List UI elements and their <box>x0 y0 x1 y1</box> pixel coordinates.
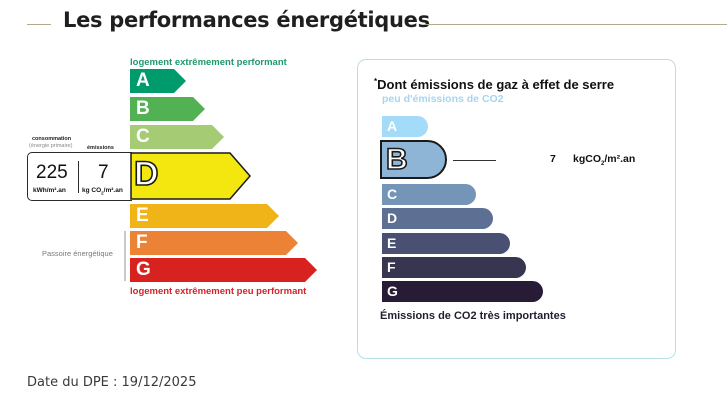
dpe-top-label: logement extrêmement performant <box>130 57 287 68</box>
ges-class-d: D <box>382 208 493 229</box>
ges-class-a: A <box>382 116 428 137</box>
emissions-unit-prefix: kg CO <box>82 187 102 194</box>
emissions-value: 7 <box>98 162 109 183</box>
ges-class-letter: A <box>387 118 398 134</box>
ges-unit-suffix: /m².an <box>604 153 636 165</box>
ges-class-e: E <box>382 233 510 254</box>
dpe-class-a: A <box>130 69 187 93</box>
dpe-bottom-label: logement extrêmement peu performant <box>130 286 307 297</box>
ges-class-letter: D <box>387 210 398 226</box>
dpe-class-f: F <box>130 231 299 255</box>
ges-class-letter: C <box>387 186 398 202</box>
dpe-class-b: B <box>130 97 206 121</box>
emissions-unit-sub: 2 <box>101 190 104 196</box>
ges-value-connector <box>453 160 496 161</box>
ges-panel: *Dont émissions de gaz à effet de serre … <box>357 59 676 359</box>
section-header: Les performances énergétiques <box>0 0 727 46</box>
ges-class-c: C <box>382 184 476 205</box>
consumption-unit: kWh/m².an <box>33 187 66 194</box>
ges-unit-prefix: kgCO <box>573 153 602 165</box>
ges-title-asterisk: * <box>374 77 378 86</box>
dpe-class-letter: F <box>136 232 148 253</box>
ges-class-letter: F <box>387 259 396 275</box>
ges-class-b-active: B <box>380 140 447 179</box>
consumption-header: consommation <box>32 136 72 142</box>
ges-current-class: B <box>385 142 408 177</box>
box-divider <box>78 161 79 193</box>
consumption-value: 225 <box>36 162 68 183</box>
ges-bottom-label: Émissions de CO2 très importantes <box>380 310 566 322</box>
dpe-class-letter: C <box>136 126 150 147</box>
ges-title: *Dont émissions de gaz à effet de serre <box>374 77 614 92</box>
header-divider-left <box>27 24 51 25</box>
passoire-bracket <box>124 231 126 281</box>
dpe-current-class: D <box>133 154 159 194</box>
dpe-class-letter: B <box>136 98 150 119</box>
ges-class-f: F <box>382 257 526 278</box>
ges-class-letter: E <box>387 235 397 251</box>
ges-value: 7 <box>550 153 556 165</box>
consumption-subheader: (énergie primaire) <box>29 143 73 149</box>
ges-unit-sub: 2 <box>601 161 605 168</box>
dpe-class-c: C <box>130 125 225 149</box>
ges-unit: kgCO2/m².an <box>573 153 635 167</box>
ges-top-label: peu d'émissions de CO2 <box>382 93 504 105</box>
dpe-date: Date du DPE : 19/12/2025 <box>27 375 197 390</box>
dpe-class-d-active: D <box>130 152 252 205</box>
ges-title-text: Dont émissions de gaz à effet de serre <box>377 77 615 92</box>
dpe-class-letter: E <box>136 205 149 226</box>
section-title: Les performances énergétiques <box>63 8 430 32</box>
header-divider-right <box>425 24 727 25</box>
passoire-label: Passoire énergétique <box>42 249 113 258</box>
consumption-emissions-box: 225 kWh/m².an 7 kg CO2/m².an <box>27 152 132 201</box>
dpe-class-e: E <box>130 204 280 228</box>
ges-class-g: G <box>382 281 543 302</box>
ges-class-letter: G <box>387 283 398 299</box>
emissions-header: émissions <box>87 145 114 151</box>
emissions-unit: kg CO2/m².an <box>82 187 123 195</box>
dpe-class-g: G <box>130 258 318 282</box>
emissions-unit-suffix: /m².an <box>103 187 123 194</box>
dpe-class-letter: A <box>136 70 150 91</box>
dpe-class-letter: G <box>136 259 151 280</box>
